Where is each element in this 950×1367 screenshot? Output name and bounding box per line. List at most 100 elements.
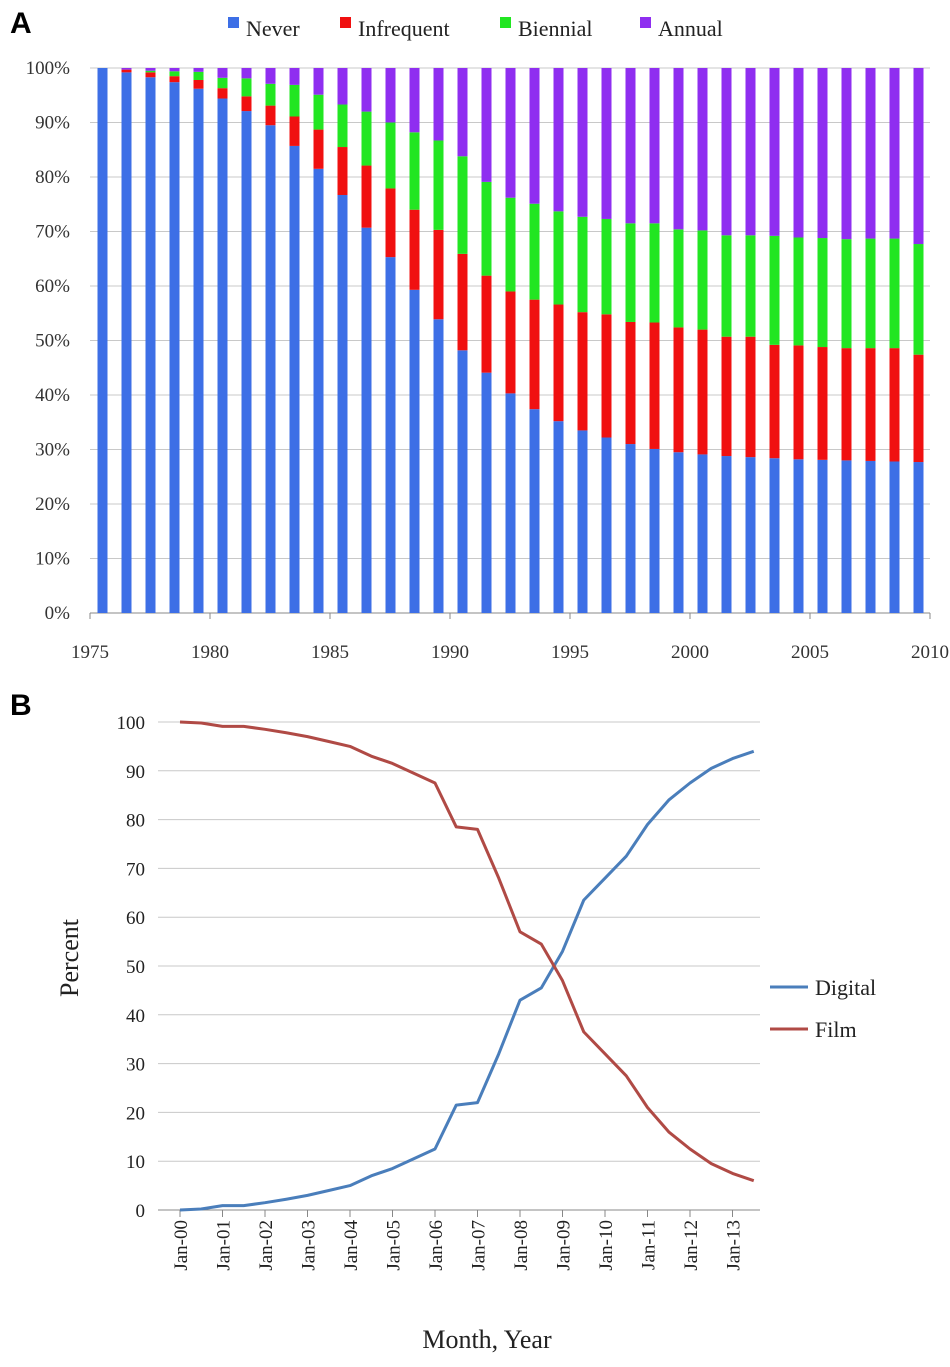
y-tick-label: 50% — [35, 331, 70, 352]
legend-swatch-biennial — [500, 17, 511, 28]
bar-segment-infrequent — [649, 322, 660, 449]
bar-segment-never — [145, 77, 156, 613]
bar-segment-biennial — [769, 235, 780, 345]
bar-segment-never — [841, 460, 852, 613]
bar-segment-never — [97, 68, 108, 613]
bar-segment-never — [313, 168, 324, 613]
bar-segment-biennial — [745, 235, 756, 337]
bar-segment-annual — [601, 68, 612, 219]
legend-label-never: Never — [246, 16, 300, 41]
bar-segment-infrequent — [481, 275, 492, 373]
bar-segment-infrequent — [121, 69, 132, 73]
bar-segment-biennial — [505, 197, 516, 292]
bar-segment-annual — [649, 68, 660, 224]
bar-segment-annual — [769, 68, 780, 236]
bar-segment-infrequent — [169, 76, 180, 83]
bar-segment-never — [361, 227, 372, 613]
bar-segment-infrequent — [361, 165, 372, 228]
panel-b-lines — [179, 720, 755, 1212]
x-tick-label: Jan-04 — [341, 1220, 362, 1271]
bar-segment-biennial — [721, 235, 732, 337]
bar-segment-infrequent — [529, 299, 540, 410]
bar-segment-never — [817, 459, 828, 613]
bar-segment-never — [121, 72, 132, 614]
x-tick-label: 1995 — [551, 642, 589, 663]
bar-segment-annual — [481, 68, 492, 182]
bar-segment-annual — [121, 68, 132, 70]
bar-segment-never — [793, 459, 804, 613]
y-tick-label: 70% — [35, 222, 70, 243]
y-tick-label: 40% — [35, 385, 70, 406]
bar-segment-never — [865, 460, 876, 613]
bar-segment-never — [169, 82, 180, 614]
y-tick-label: 30% — [35, 440, 70, 461]
legend-label-biennial: Biennial — [518, 16, 593, 41]
bar-segment-biennial — [841, 239, 852, 349]
bar-segment-biennial — [193, 71, 204, 80]
bar-segment-never — [697, 454, 708, 613]
bar-segment-infrequent — [241, 96, 252, 112]
bar-segment-annual — [337, 68, 348, 105]
bar-segment-never — [385, 257, 396, 613]
bar-segment-infrequent — [889, 348, 900, 462]
y-tick-label: 30 — [126, 1055, 145, 1076]
legend-swatch-never — [228, 17, 239, 28]
x-tick-label: Jan-00 — [171, 1220, 192, 1271]
y-tick-label: 90 — [126, 762, 145, 783]
x-tick-label: 1975 — [71, 642, 109, 663]
bar-segment-annual — [289, 68, 300, 85]
y-tick-label: 80 — [126, 811, 145, 832]
bar-segment-biennial — [601, 218, 612, 315]
bar-segment-biennial — [361, 111, 372, 166]
bar-segment-annual — [913, 68, 924, 245]
bar-segment-biennial — [409, 132, 420, 210]
bar-segment-biennial — [553, 211, 564, 305]
bar-segment-infrequent — [313, 129, 324, 169]
x-tick-label: 2000 — [671, 642, 709, 663]
bar-segment-infrequent — [337, 147, 348, 195]
bar-segment-annual — [625, 68, 636, 224]
x-tick-label: Jan-05 — [384, 1220, 405, 1271]
bar-segment-biennial — [889, 238, 900, 349]
bar-segment-infrequent — [745, 336, 756, 458]
bar-segment-infrequent — [625, 321, 636, 445]
bar-segment-biennial — [817, 238, 828, 348]
bar-segment-infrequent — [289, 116, 300, 146]
bar-segment-annual — [313, 68, 324, 95]
bar-segment-biennial — [577, 216, 588, 313]
legend-label-film: Film — [815, 1017, 857, 1042]
line-film — [179, 720, 755, 1183]
bar-segment-never — [529, 409, 540, 613]
y-tick-label: 0 — [136, 1201, 146, 1222]
bar-segment-never — [745, 457, 756, 613]
x-tick-label: 1985 — [311, 642, 349, 663]
y-tick-label: 40 — [126, 1006, 145, 1027]
bar-segment-annual — [553, 68, 564, 212]
bar-segment-biennial — [337, 104, 348, 148]
bar-segment-infrequent — [409, 209, 420, 290]
bar-segment-infrequent — [265, 105, 276, 126]
bar-segment-infrequent — [505, 291, 516, 394]
bar-segment-never — [889, 461, 900, 613]
bar-segment-biennial — [265, 83, 276, 106]
bar-segment-infrequent — [553, 304, 564, 422]
bar-segment-annual — [409, 68, 420, 133]
bar-segment-annual — [865, 68, 876, 239]
bar-segment-biennial — [697, 230, 708, 330]
bar-segment-never — [433, 319, 444, 613]
bar-segment-annual — [241, 68, 252, 79]
bar-segment-biennial — [241, 78, 252, 97]
bar-segment-biennial — [313, 94, 324, 130]
bar-segment-annual — [433, 68, 444, 141]
bar-segment-annual — [265, 68, 276, 84]
bar-segment-infrequent — [601, 314, 612, 438]
panel-a-x-axis: 1975 1980 1985 1990 1995 2000 2005 2010 — [71, 613, 949, 663]
bar-segment-annual — [145, 68, 156, 71]
bar-segment-infrequent — [769, 344, 780, 459]
bar-segment-biennial — [217, 77, 228, 89]
bar-segment-never — [265, 125, 276, 613]
bar-segment-biennial — [673, 229, 684, 328]
bar-segment-never — [913, 462, 924, 613]
